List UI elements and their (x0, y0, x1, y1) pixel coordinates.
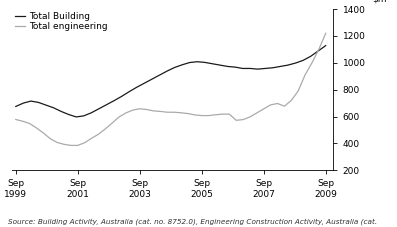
Total engineering (227, 113, 232, 116)
Total Building (180, 64, 185, 66)
Total engineering (206, 114, 211, 117)
Total Building (134, 86, 139, 89)
Total engineering (241, 118, 245, 121)
Total Building (66, 113, 71, 116)
Total engineering (69, 144, 73, 147)
Total Building (172, 66, 177, 69)
Total engineering (27, 122, 32, 125)
Total engineering (289, 99, 294, 102)
Total Building (127, 90, 131, 93)
Total engineering (193, 114, 197, 116)
Total engineering (310, 62, 314, 64)
Total Building (278, 65, 283, 68)
Total engineering (62, 143, 66, 146)
Total Building (233, 66, 237, 69)
Total engineering (137, 107, 142, 110)
Total engineering (110, 122, 115, 124)
Total engineering (172, 111, 177, 114)
Total engineering (303, 74, 307, 76)
Total engineering (13, 118, 18, 121)
Text: $m: $m (372, 0, 387, 4)
Total engineering (248, 116, 252, 118)
Total Building (13, 105, 18, 108)
Total Building (89, 111, 94, 114)
Total Building (255, 68, 260, 70)
Total Building (51, 106, 56, 109)
Total Building (59, 110, 64, 113)
Total engineering (213, 114, 218, 116)
Total engineering (282, 105, 287, 108)
Total engineering (296, 90, 301, 92)
Total Building (248, 67, 252, 70)
Total engineering (323, 32, 328, 35)
Total Building (195, 60, 200, 63)
Total engineering (41, 132, 46, 134)
Total engineering (123, 111, 128, 114)
Total Building (240, 67, 245, 70)
Total engineering (20, 120, 25, 123)
Total engineering (151, 109, 156, 112)
Total engineering (34, 127, 39, 129)
Total Building (263, 67, 268, 70)
Total engineering (220, 113, 225, 116)
Total Building (218, 64, 222, 67)
Total Building (316, 50, 320, 52)
Total engineering (82, 141, 87, 144)
Text: Source: Building Activity, Australia (cat. no. 8752.0), Engineering Construction: Source: Building Activity, Australia (ca… (8, 218, 377, 225)
Total engineering (89, 137, 94, 140)
Total engineering (55, 141, 60, 144)
Total engineering (75, 144, 80, 147)
Total Building (74, 116, 79, 118)
Total engineering (117, 116, 121, 118)
Total Building (187, 61, 192, 64)
Total engineering (131, 109, 135, 111)
Total Building (323, 44, 328, 47)
Total Building (285, 64, 290, 67)
Total Building (308, 55, 313, 58)
Total Building (112, 99, 116, 102)
Total Building (301, 59, 305, 62)
Total engineering (199, 114, 204, 117)
Total Building (165, 70, 170, 72)
Total engineering (261, 108, 266, 110)
Total Building (21, 102, 26, 104)
Total engineering (158, 110, 163, 113)
Total Building (29, 100, 33, 102)
Total engineering (234, 119, 239, 122)
Total Building (270, 67, 275, 69)
Total Building (142, 82, 146, 85)
Total Building (225, 65, 230, 68)
Total Building (44, 104, 48, 106)
Total engineering (48, 137, 53, 140)
Total engineering (254, 111, 259, 114)
Total Building (81, 114, 86, 117)
Line: Total engineering: Total engineering (16, 33, 326, 146)
Total engineering (165, 111, 170, 114)
Total Building (150, 78, 154, 81)
Line: Total Building: Total Building (16, 46, 326, 117)
Total Building (104, 103, 109, 106)
Total Building (202, 61, 207, 64)
Total engineering (316, 48, 321, 51)
Total engineering (268, 104, 273, 106)
Legend: Total Building, Total engineering: Total Building, Total engineering (15, 12, 108, 31)
Total Building (293, 62, 298, 64)
Total Building (210, 62, 215, 65)
Total engineering (103, 128, 108, 130)
Total engineering (144, 108, 149, 111)
Total engineering (96, 133, 101, 136)
Total Building (119, 95, 124, 98)
Total Building (96, 107, 101, 110)
Total engineering (179, 111, 183, 114)
Total Building (157, 74, 162, 76)
Total engineering (185, 112, 190, 115)
Total Building (36, 101, 41, 104)
Total engineering (275, 102, 280, 105)
